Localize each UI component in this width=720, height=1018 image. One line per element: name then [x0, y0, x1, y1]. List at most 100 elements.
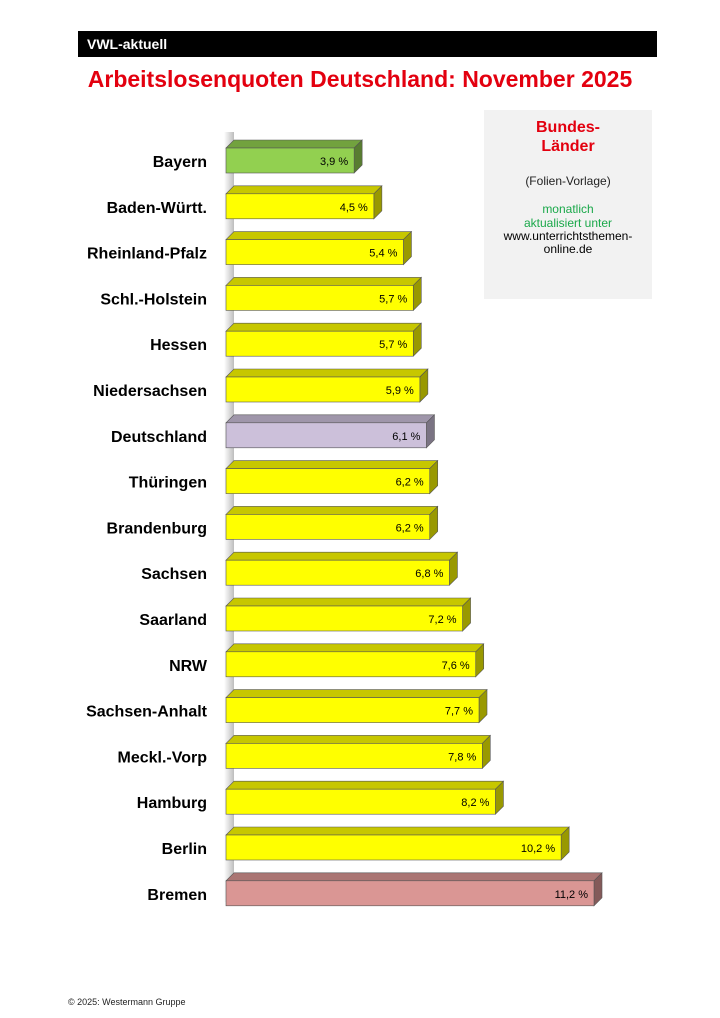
bar-value-label: 7,7 % — [445, 706, 473, 718]
bar-top-face — [225, 185, 383, 195]
bar — [225, 147, 355, 174]
category-label: Baden-Württ. — [107, 200, 207, 217]
bar-group: 7,2 % Saarland — [139, 597, 472, 632]
info-heading-line2: Länder — [541, 138, 595, 155]
bar — [225, 834, 562, 861]
bar-group: 8,2 % Hamburg — [137, 780, 505, 815]
category-label: Sachsen — [141, 566, 207, 583]
info-heading: Bundes- Länder — [484, 118, 652, 156]
info-url-line2[interactable]: online.de — [543, 242, 593, 256]
bar-top-face — [225, 460, 439, 469]
bar-group: 6,8 % Sachsen — [141, 551, 459, 586]
bar-top-face — [225, 689, 488, 698]
bar-group: 6,2 % Brandenburg — [107, 505, 439, 541]
category-label: Niedersachsen — [93, 383, 207, 400]
bar-group: 6,1 % Deutschland — [111, 414, 436, 449]
info-update-note: monatlich aktualisiert unter — [484, 202, 652, 230]
bar-value-label: 7,6 % — [442, 660, 470, 672]
bar-group: 6,2 % Thüringen — [129, 459, 439, 495]
bar-value-label: 5,4 % — [369, 248, 397, 260]
bar-top-face — [225, 551, 459, 561]
bar-group: 5,7 % Schl.-Holstein — [100, 276, 423, 312]
bar-top-face — [225, 735, 492, 744]
bar — [225, 514, 431, 540]
category-label: Meckl.-Vorp — [118, 749, 208, 766]
bar-top-face — [225, 277, 423, 286]
bar — [225, 559, 450, 586]
bar-group: 7,8 % Meckl.-Vorp — [118, 734, 492, 770]
bar-group: 11,2 % Bremen — [147, 872, 603, 907]
category-label: Hamburg — [137, 795, 207, 812]
bar-value-label: 7,8 % — [448, 751, 476, 763]
bar — [225, 880, 595, 907]
bar-top-face — [225, 139, 363, 149]
bar — [225, 651, 477, 678]
bar — [225, 239, 404, 265]
bar-top-face — [225, 826, 570, 836]
category-label: Thüringen — [129, 475, 207, 492]
info-url[interactable]: www.unterrichtsthemen- online.de — [484, 230, 652, 256]
category-label: Rheinland-Pfalz — [87, 246, 207, 263]
bar-value-label: 5,9 % — [386, 385, 414, 397]
bar-value-label: 7,2 % — [428, 614, 456, 626]
bar-value-label: 8,2 % — [461, 797, 489, 809]
category-label: NRW — [169, 658, 208, 675]
bar — [225, 697, 480, 723]
bar — [225, 468, 431, 494]
footer-copyright: © 2025: Westermann Gruppe — [68, 997, 186, 1007]
bar — [225, 605, 463, 632]
bar-group: 5,4 % Rheinland-Pfalz — [87, 230, 413, 266]
bar-value-label: 6,2 % — [396, 522, 424, 534]
bar-top-face — [225, 643, 485, 653]
bar — [225, 376, 421, 403]
header-label: VWL-aktuell — [87, 36, 168, 52]
bar-top-face — [225, 414, 436, 424]
bar-top-face — [225, 597, 472, 607]
bar-top-face — [225, 368, 429, 378]
bar — [225, 193, 375, 220]
bar-group: 5,7 % Hessen — [150, 322, 423, 357]
bar-top-face — [225, 322, 423, 332]
bar — [225, 330, 414, 357]
bar — [225, 788, 496, 815]
bar-value-label: 6,1 % — [392, 431, 420, 443]
category-label: Berlin — [162, 841, 207, 858]
category-label: Schl.-Holstein — [100, 291, 207, 308]
bar-top-face — [225, 506, 439, 515]
bar-value-label: 6,8 % — [415, 568, 443, 580]
header-bar: VWL-aktuell — [78, 31, 657, 57]
bar-group: 10,2 % Berlin — [162, 826, 570, 861]
bar — [225, 422, 427, 449]
bar-top-face — [225, 780, 505, 790]
bar-value-label: 5,7 % — [379, 339, 407, 351]
bar-group: 7,7 % Sachsen-Anhalt — [86, 688, 488, 724]
category-label: Brandenburg — [107, 520, 207, 537]
bar-top-face — [225, 231, 413, 240]
chart-title: Arbeitslosenquoten Deutschland: November… — [87, 66, 633, 92]
info-update-line1: monatlich — [542, 202, 594, 216]
bar-group: 5,9 % Niedersachsen — [93, 368, 429, 403]
bar-group: 3,9 % Bayern — [153, 139, 363, 174]
bar-top-face — [225, 872, 603, 882]
bar — [225, 743, 483, 769]
category-label: Hessen — [150, 337, 207, 354]
category-label: Saarland — [139, 612, 207, 629]
category-label: Bremen — [147, 887, 207, 904]
category-label: Sachsen-Anhalt — [86, 704, 208, 721]
category-label: Bayern — [153, 154, 207, 171]
bar-value-label: 11,2 % — [555, 889, 589, 901]
info-subtitle: (Folien-Vorlage) — [525, 174, 611, 188]
bar-group: 4,5 % Baden-Württ. — [107, 185, 383, 220]
bar-group: 7,6 % NRW — [169, 643, 485, 678]
bar-value-label: 6,2 % — [396, 477, 424, 489]
info-heading-line1: Bundes- — [536, 119, 600, 136]
info-url-line1[interactable]: www.unterrichtsthemen- — [503, 229, 633, 243]
bar-value-label: 3,9 % — [320, 156, 348, 168]
info-update-line2: aktualisiert unter — [523, 216, 613, 230]
bar-value-label: 5,7 % — [379, 293, 407, 305]
info-box: Bundes- Länder (Folien-Vorlage) monatlic… — [484, 110, 652, 299]
bar-value-label: 4,5 % — [340, 202, 368, 214]
bar — [225, 285, 414, 311]
category-label: Deutschland — [111, 429, 207, 446]
